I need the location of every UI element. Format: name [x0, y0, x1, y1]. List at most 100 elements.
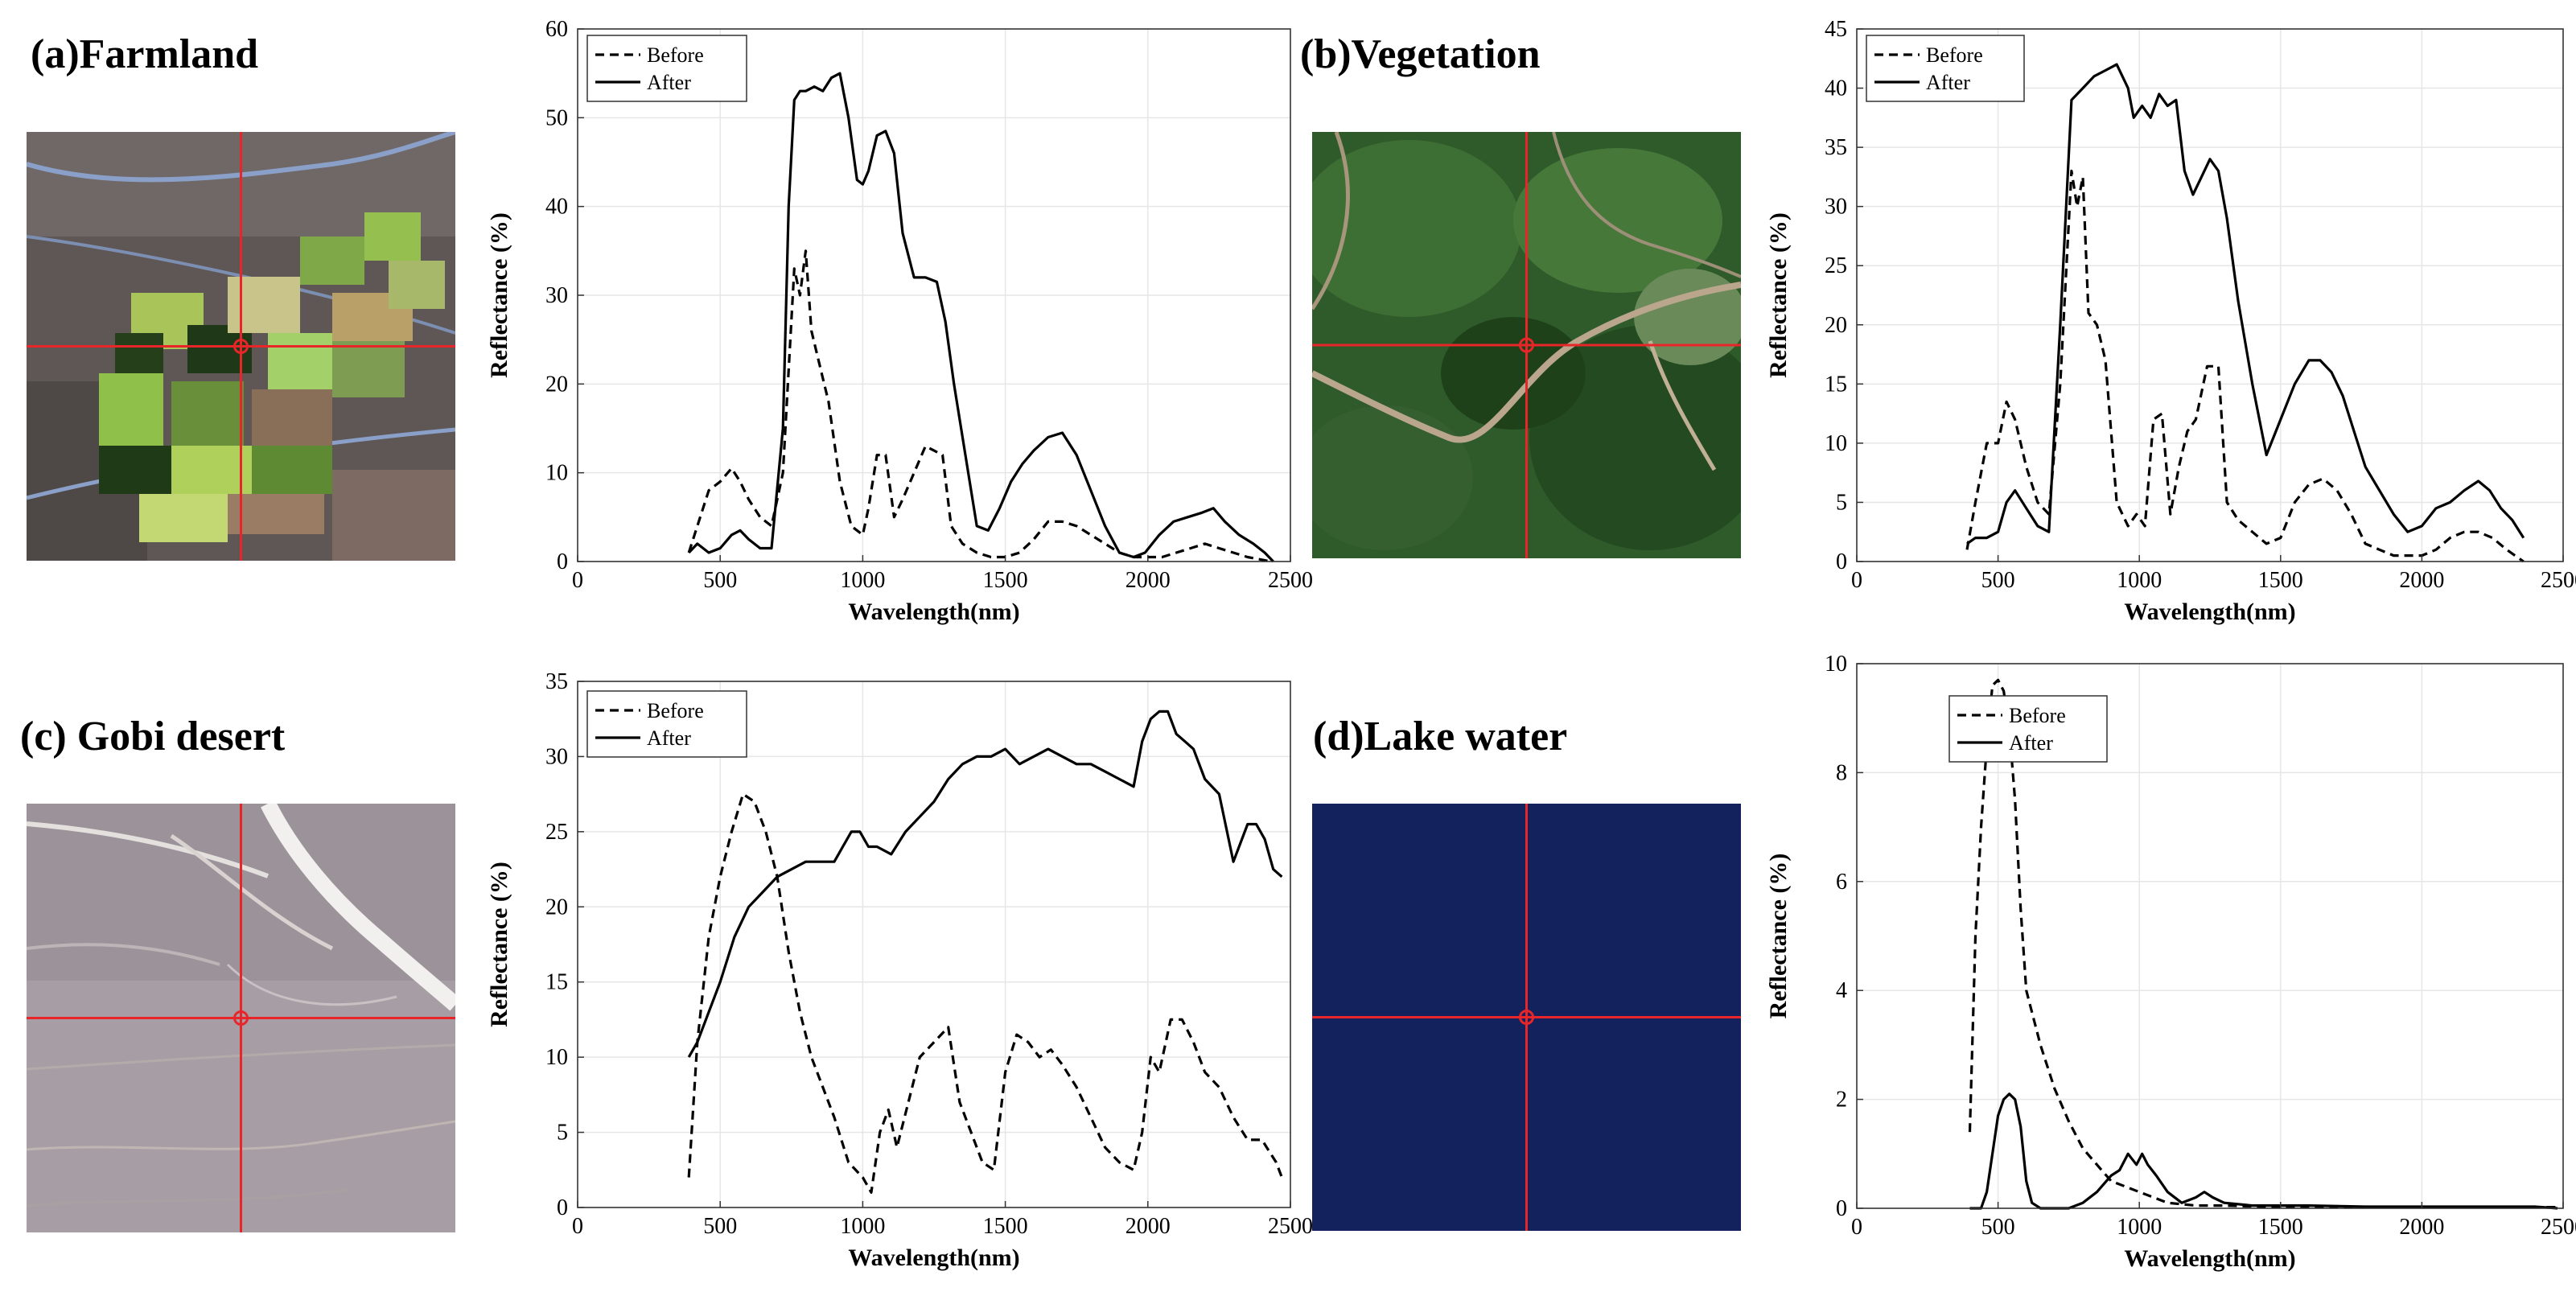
y-tick-label: 35: [1825, 135, 1847, 160]
series-line-after: [687, 710, 1283, 1058]
y-tick-label: 5: [1836, 490, 1847, 515]
legend-box: [586, 35, 747, 102]
panel-label-lake-water: (d)Lake water: [1313, 714, 1568, 759]
gobi-desert-image: [27, 804, 455, 1232]
y-tick-label: 30: [1825, 195, 1847, 220]
legend-label-after: After: [647, 726, 691, 750]
legend-label-after: After: [647, 71, 691, 94]
y-tick-label: 30: [545, 744, 568, 769]
legend-label-before: Before: [647, 43, 704, 67]
legend-label-before: Before: [2009, 704, 2066, 727]
y-axis-label: Reflectance (%): [486, 212, 512, 378]
vegetation-image: [1312, 132, 1741, 558]
legend-box: [1866, 35, 2025, 102]
x-axis-label: Wavelength(nm): [848, 1244, 1019, 1271]
y-axis-label: Reflectance (%): [1765, 212, 1792, 378]
x-axis-label: Wavelength(nm): [848, 599, 1019, 625]
y-tick-label: 2: [1836, 1088, 1847, 1113]
legend: Before After: [586, 35, 747, 102]
y-axis-label: Reflectance (%): [486, 862, 512, 1027]
y-tick-label: 15: [545, 970, 568, 995]
x-tick-label: 1000: [2117, 568, 2162, 593]
x-tick-label: 1500: [2258, 568, 2303, 593]
plot-area: [578, 681, 1290, 1207]
y-tick-label: 10: [1825, 652, 1847, 677]
x-tick-label: 0: [1851, 568, 1862, 593]
legend-label-after: After: [1926, 71, 1970, 94]
x-tick-label: 500: [703, 1214, 737, 1239]
y-tick-label: 0: [557, 1195, 568, 1220]
y-tick-label: 0: [1836, 549, 1847, 574]
axes-frame: [1856, 663, 2564, 1209]
x-tick-label: 2500: [2541, 568, 2576, 593]
vegetation-reflectance-chart: 0 500 1000 1500 2000 2500 0 5 10 15 20 25 30 35 40 45 Wa…: [1765, 17, 2576, 625]
x-tick-label: 1500: [983, 1214, 1028, 1239]
y-tick-label: 10: [545, 1045, 568, 1070]
farmland-image: [27, 132, 455, 561]
y-tick-label: 8: [1836, 760, 1847, 785]
y-tick-label: 40: [545, 195, 568, 220]
axes-frame: [1856, 28, 2564, 562]
y-tick-label: 25: [545, 820, 568, 845]
lake-water-reflectance-chart: 0 500 1000 1500 2000 2500 0 2 4 6 8 10 Wavelength(nm…: [1765, 652, 2576, 1272]
legend: Before After: [586, 690, 747, 758]
lake-water-image: [1312, 804, 1741, 1231]
x-tick-label: 2500: [1268, 1214, 1313, 1239]
y-tick-label: 40: [1825, 76, 1847, 101]
axes-frame: [577, 681, 1291, 1208]
gobi-desert-reflectance-chart: 0 500 1000 1500 2000 2500 0 5 10 15 20 25 30 35 Wavele…: [486, 669, 1313, 1271]
x-tick-label: 2000: [2399, 1215, 2444, 1240]
x-tick-label: 2500: [2541, 1215, 2576, 1240]
legend-box: [586, 690, 747, 758]
legend-label-after: After: [2009, 731, 2053, 755]
plot-area: [1857, 29, 2563, 562]
x-tick-label: 2500: [1268, 568, 1313, 593]
legend: Before After: [1866, 35, 2025, 102]
legend: Before After: [1948, 695, 2108, 763]
farmland-reflectance-chart: 0 500 1000 1500 2000 2500 0 10 20 30 40 50 60 Wavelen…: [486, 17, 1313, 625]
y-tick-label: 4: [1836, 978, 1847, 1003]
y-tick-label: 0: [1836, 1196, 1847, 1221]
x-tick-label: 1000: [2117, 1215, 2162, 1240]
series-line-after: [688, 72, 1274, 563]
y-axis-label: Reflectance (%): [1765, 854, 1792, 1019]
x-tick-label: 0: [1851, 1215, 1862, 1240]
x-tick-label: 500: [703, 568, 737, 593]
x-tick-label: 1500: [983, 568, 1028, 593]
y-tick-label: 5: [557, 1121, 568, 1146]
y-tick-label: 35: [545, 669, 568, 694]
panel-label-gobi-desert: (c) Gobi desert: [20, 714, 286, 759]
y-tick-label: 20: [1825, 313, 1847, 338]
y-tick-label: 25: [1825, 253, 1847, 278]
x-tick-label: 0: [572, 568, 583, 593]
series-line-before: [1968, 678, 2557, 1209]
y-tick-label: 30: [545, 283, 568, 308]
x-tick-label: 1000: [840, 568, 885, 593]
series-line-after: [1966, 63, 2525, 545]
series-line-after: [1969, 1092, 2558, 1210]
panel-label-farmland: (a)Farmland: [31, 31, 259, 77]
y-tick-label: 10: [545, 461, 568, 486]
legend-label-before: Before: [1926, 43, 1983, 67]
x-tick-label: 1000: [840, 1214, 885, 1239]
x-tick-label: 500: [1981, 568, 2015, 593]
y-tick-label: 45: [1825, 17, 1847, 42]
x-axis-label: Wavelength(nm): [2124, 1245, 2295, 1272]
legend-label-before: Before: [647, 699, 704, 722]
x-axis-label: Wavelength(nm): [2124, 599, 2295, 625]
y-tick-label: 20: [545, 372, 568, 397]
series-line-before: [687, 792, 1283, 1194]
y-tick-label: 50: [545, 105, 568, 130]
y-tick-label: 20: [545, 895, 568, 919]
legend-box: [1948, 695, 2108, 763]
x-tick-label: 500: [1981, 1215, 2015, 1240]
y-tick-label: 0: [557, 549, 568, 574]
y-tick-label: 15: [1825, 372, 1847, 397]
x-tick-label: 1500: [2258, 1215, 2303, 1240]
x-tick-label: 2000: [2399, 568, 2444, 593]
x-tick-label: 2000: [1125, 1214, 1171, 1239]
y-tick-label: 6: [1836, 870, 1847, 895]
y-tick-label: 10: [1825, 431, 1847, 456]
y-tick-label: 60: [545, 17, 568, 42]
x-tick-label: 2000: [1125, 568, 1171, 593]
